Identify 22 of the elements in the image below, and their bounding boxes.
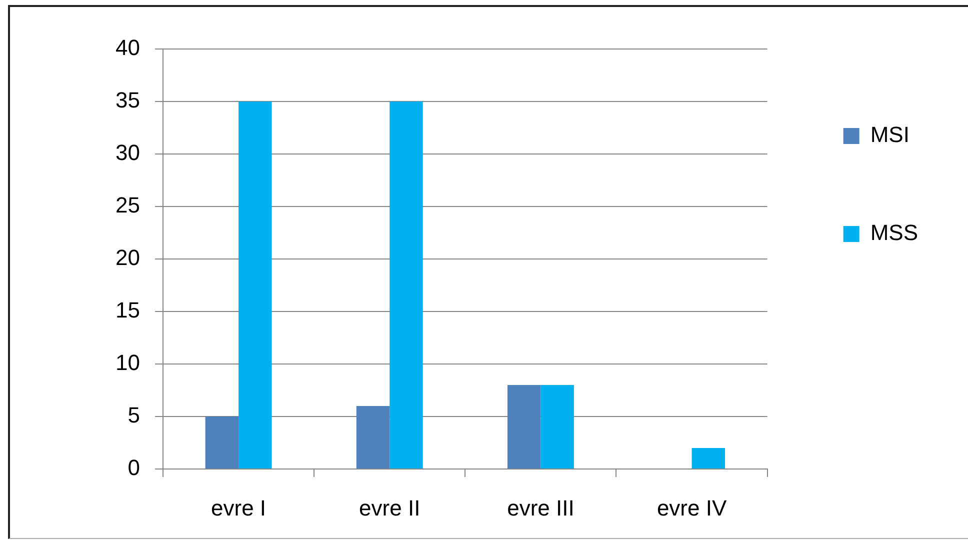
bar [390, 102, 423, 468]
bar [692, 448, 726, 468]
legend-label: MSS [870, 220, 918, 246]
x-tick-label: evre IV [656, 495, 727, 520]
y-tick-label: 10 [116, 350, 140, 376]
bar [507, 385, 541, 468]
y-tick-label: 20 [116, 245, 140, 270]
x-tick-label: evre I [211, 495, 266, 520]
y-tick-label: 35 [116, 88, 140, 113]
bar [205, 416, 239, 468]
x-tick-label: evre III [507, 495, 574, 520]
y-tick-label: 25 [116, 192, 140, 218]
bar [540, 385, 574, 468]
bar [356, 406, 390, 468]
bar [238, 102, 272, 468]
legend-label: MSI [870, 122, 910, 148]
y-tick-label: 40 [116, 35, 140, 60]
x-tick-label: evre II [359, 495, 420, 520]
y-tick-label: 5 [128, 402, 140, 428]
y-tick-label: 0 [128, 455, 140, 480]
y-tick-label: 30 [116, 140, 140, 166]
y-tick-label: 15 [116, 298, 140, 323]
